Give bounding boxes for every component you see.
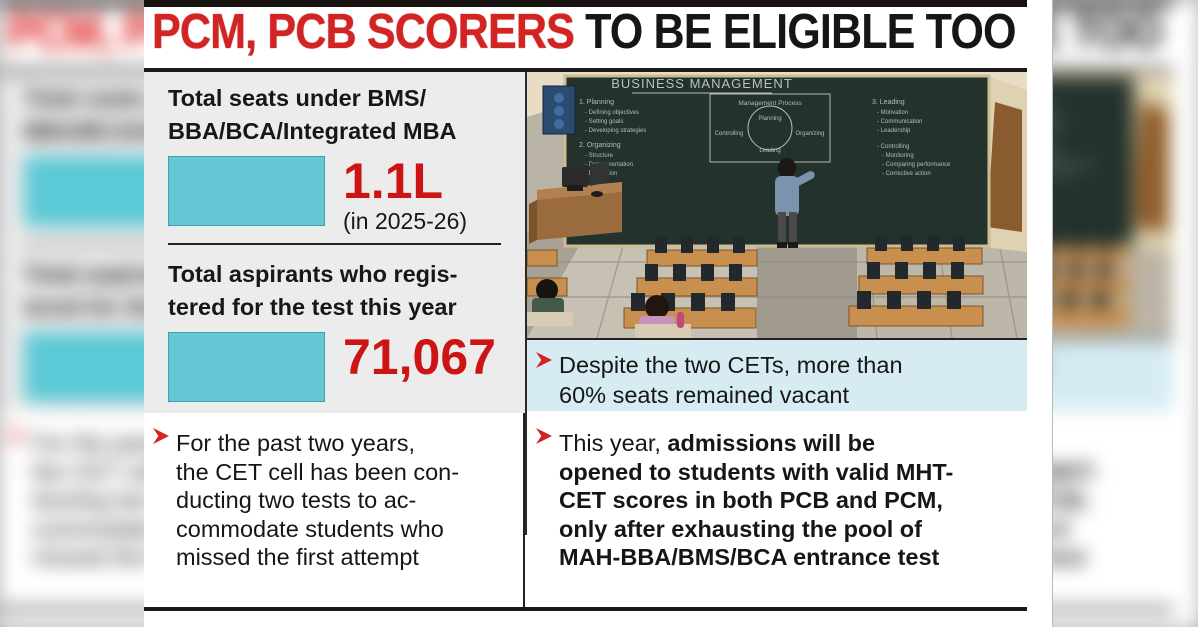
svg-text:- Developing strategies: - Developing strategies (585, 128, 646, 134)
svg-text:- Motivation: - Motivation (1053, 110, 1054, 116)
svg-text:BUSINESS MANAGEMENT: BUSINESS MANAGEMENT (611, 76, 793, 91)
svg-text:- Comparing performance: - Comparing performance (1053, 162, 1097, 168)
svg-text:- Controlling: - Controlling (877, 144, 909, 150)
svg-text:1. Planning: 1. Planning (579, 99, 614, 106)
svg-text:- Motivation: - Motivation (877, 110, 908, 116)
svg-text:- Monitoring: - Monitoring (1053, 153, 1060, 159)
svg-text:- Leadership: - Leadership (877, 128, 911, 134)
svg-text:- Corrective action: - Corrective action (882, 171, 931, 177)
svg-text:Controlling: Controlling (715, 131, 744, 137)
svg-text:Planning: Planning (758, 116, 781, 122)
svg-text:- Defining objectives: - Defining objectives (585, 110, 639, 116)
svg-text:Organizing: Organizing (795, 131, 824, 137)
svg-text:3. Leading: 3. Leading (872, 99, 905, 106)
svg-text:- Controlling: - Controlling (1053, 144, 1055, 150)
svg-text:- Comparing performance: - Comparing performance (882, 162, 951, 168)
svg-text:- Communication: - Communication (1053, 119, 1068, 125)
svg-text:- Monitoring: - Monitoring (882, 153, 914, 159)
svg-text:2. Organizing: 2. Organizing (579, 142, 621, 149)
svg-text:- Corrective action: - Corrective action (1053, 171, 1077, 177)
svg-text:- Setting goals: - Setting goals (585, 119, 623, 125)
svg-text:- Communication: - Communication (877, 119, 922, 125)
svg-text:- Structure: - Structure (585, 153, 614, 159)
